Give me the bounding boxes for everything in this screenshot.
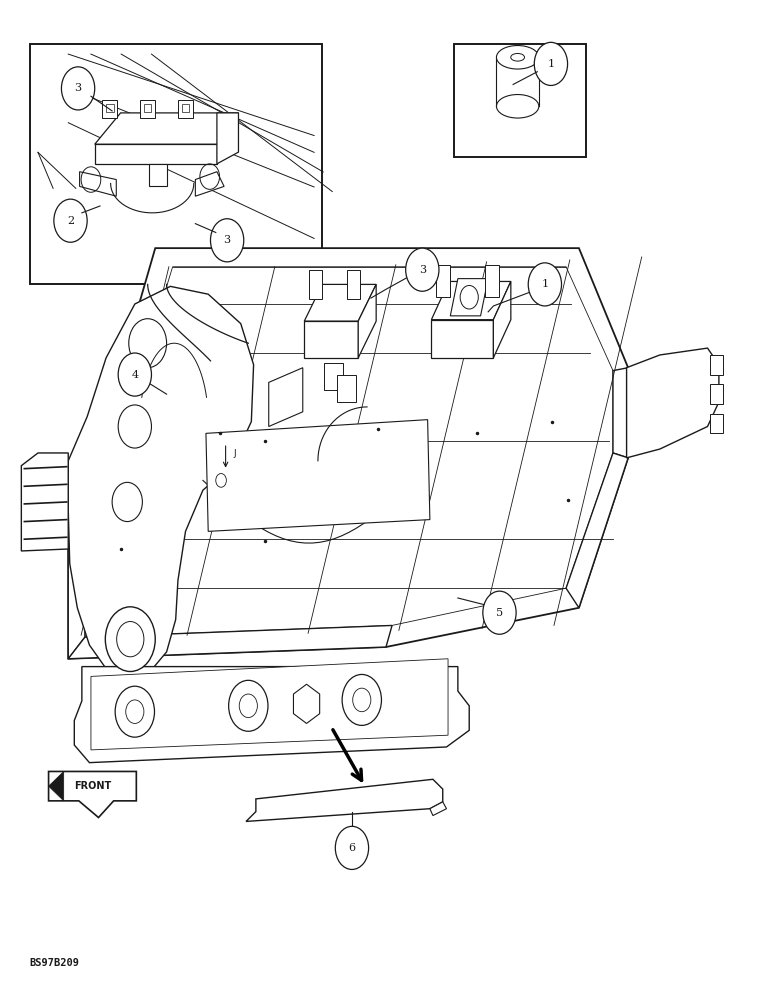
Circle shape [528, 263, 561, 306]
Bar [144, 104, 151, 112]
Polygon shape [246, 779, 443, 821]
Circle shape [115, 686, 154, 737]
Bar [709, 384, 723, 404]
Circle shape [534, 42, 567, 85]
Circle shape [211, 219, 244, 262]
Circle shape [126, 700, 144, 723]
Circle shape [112, 482, 142, 522]
Polygon shape [68, 549, 85, 659]
Text: 5: 5 [496, 608, 503, 618]
Bar [436, 265, 449, 297]
Polygon shape [432, 320, 493, 358]
Bar [102, 100, 117, 118]
Text: 2: 2 [67, 216, 74, 226]
Polygon shape [149, 164, 167, 186]
Bar [337, 375, 356, 402]
Ellipse shape [496, 95, 539, 118]
Polygon shape [304, 284, 376, 321]
Bar [141, 100, 155, 118]
Circle shape [118, 405, 151, 448]
Polygon shape [358, 284, 376, 358]
Polygon shape [627, 348, 719, 458]
Polygon shape [49, 771, 137, 818]
Polygon shape [74, 667, 469, 763]
Polygon shape [68, 286, 253, 678]
Polygon shape [269, 368, 303, 426]
Bar [709, 355, 723, 375]
Circle shape [129, 319, 167, 368]
Polygon shape [49, 771, 64, 801]
Text: 1: 1 [547, 59, 554, 69]
Text: 3: 3 [75, 83, 82, 93]
Polygon shape [80, 172, 117, 196]
Polygon shape [95, 144, 217, 164]
Polygon shape [566, 453, 628, 608]
Polygon shape [22, 453, 68, 551]
Bar [454, 44, 587, 157]
Bar [309, 270, 323, 299]
Circle shape [117, 622, 144, 657]
Bar [181, 104, 189, 112]
Bar [485, 265, 499, 297]
Circle shape [335, 826, 368, 869]
Polygon shape [613, 368, 628, 458]
Bar [106, 104, 113, 112]
Circle shape [342, 674, 381, 725]
Bar [30, 44, 322, 284]
Text: J: J [233, 449, 235, 458]
Polygon shape [430, 802, 446, 816]
Polygon shape [493, 281, 511, 358]
Polygon shape [68, 248, 628, 659]
Circle shape [62, 67, 95, 110]
Ellipse shape [496, 46, 539, 69]
Polygon shape [195, 172, 224, 196]
Text: 6: 6 [348, 843, 356, 853]
Text: 4: 4 [131, 370, 138, 380]
Circle shape [105, 607, 155, 672]
Text: 1: 1 [541, 279, 548, 289]
Polygon shape [206, 420, 430, 531]
Polygon shape [85, 267, 613, 637]
Circle shape [229, 680, 268, 731]
Circle shape [239, 694, 257, 718]
Polygon shape [432, 281, 511, 320]
Bar [347, 270, 361, 299]
Polygon shape [304, 321, 358, 358]
Bar [178, 100, 193, 118]
Text: BS97B209: BS97B209 [29, 958, 79, 968]
Circle shape [118, 353, 151, 396]
Text: 3: 3 [418, 265, 426, 275]
Bar [709, 414, 723, 433]
Circle shape [54, 199, 87, 242]
Text: FRONT: FRONT [74, 781, 111, 791]
Circle shape [353, 688, 371, 712]
Polygon shape [91, 659, 448, 750]
Polygon shape [217, 113, 239, 164]
Polygon shape [68, 625, 392, 659]
Circle shape [482, 591, 516, 634]
Bar [324, 363, 343, 390]
Circle shape [405, 248, 439, 291]
Text: 3: 3 [224, 235, 231, 245]
Circle shape [460, 285, 479, 309]
Polygon shape [450, 279, 488, 316]
Polygon shape [95, 113, 239, 144]
Polygon shape [293, 684, 320, 723]
Ellipse shape [511, 53, 524, 61]
